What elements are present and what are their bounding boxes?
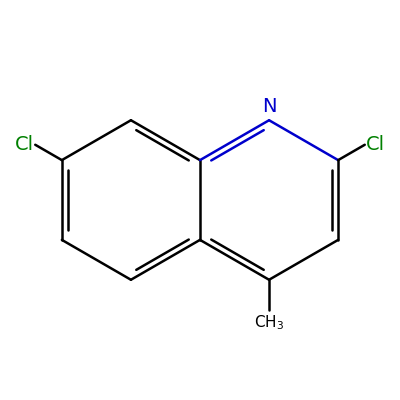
Text: CH$_3$: CH$_3$ (254, 314, 284, 332)
Text: N: N (262, 96, 276, 116)
Text: Cl: Cl (366, 135, 385, 154)
Text: Cl: Cl (15, 135, 34, 154)
